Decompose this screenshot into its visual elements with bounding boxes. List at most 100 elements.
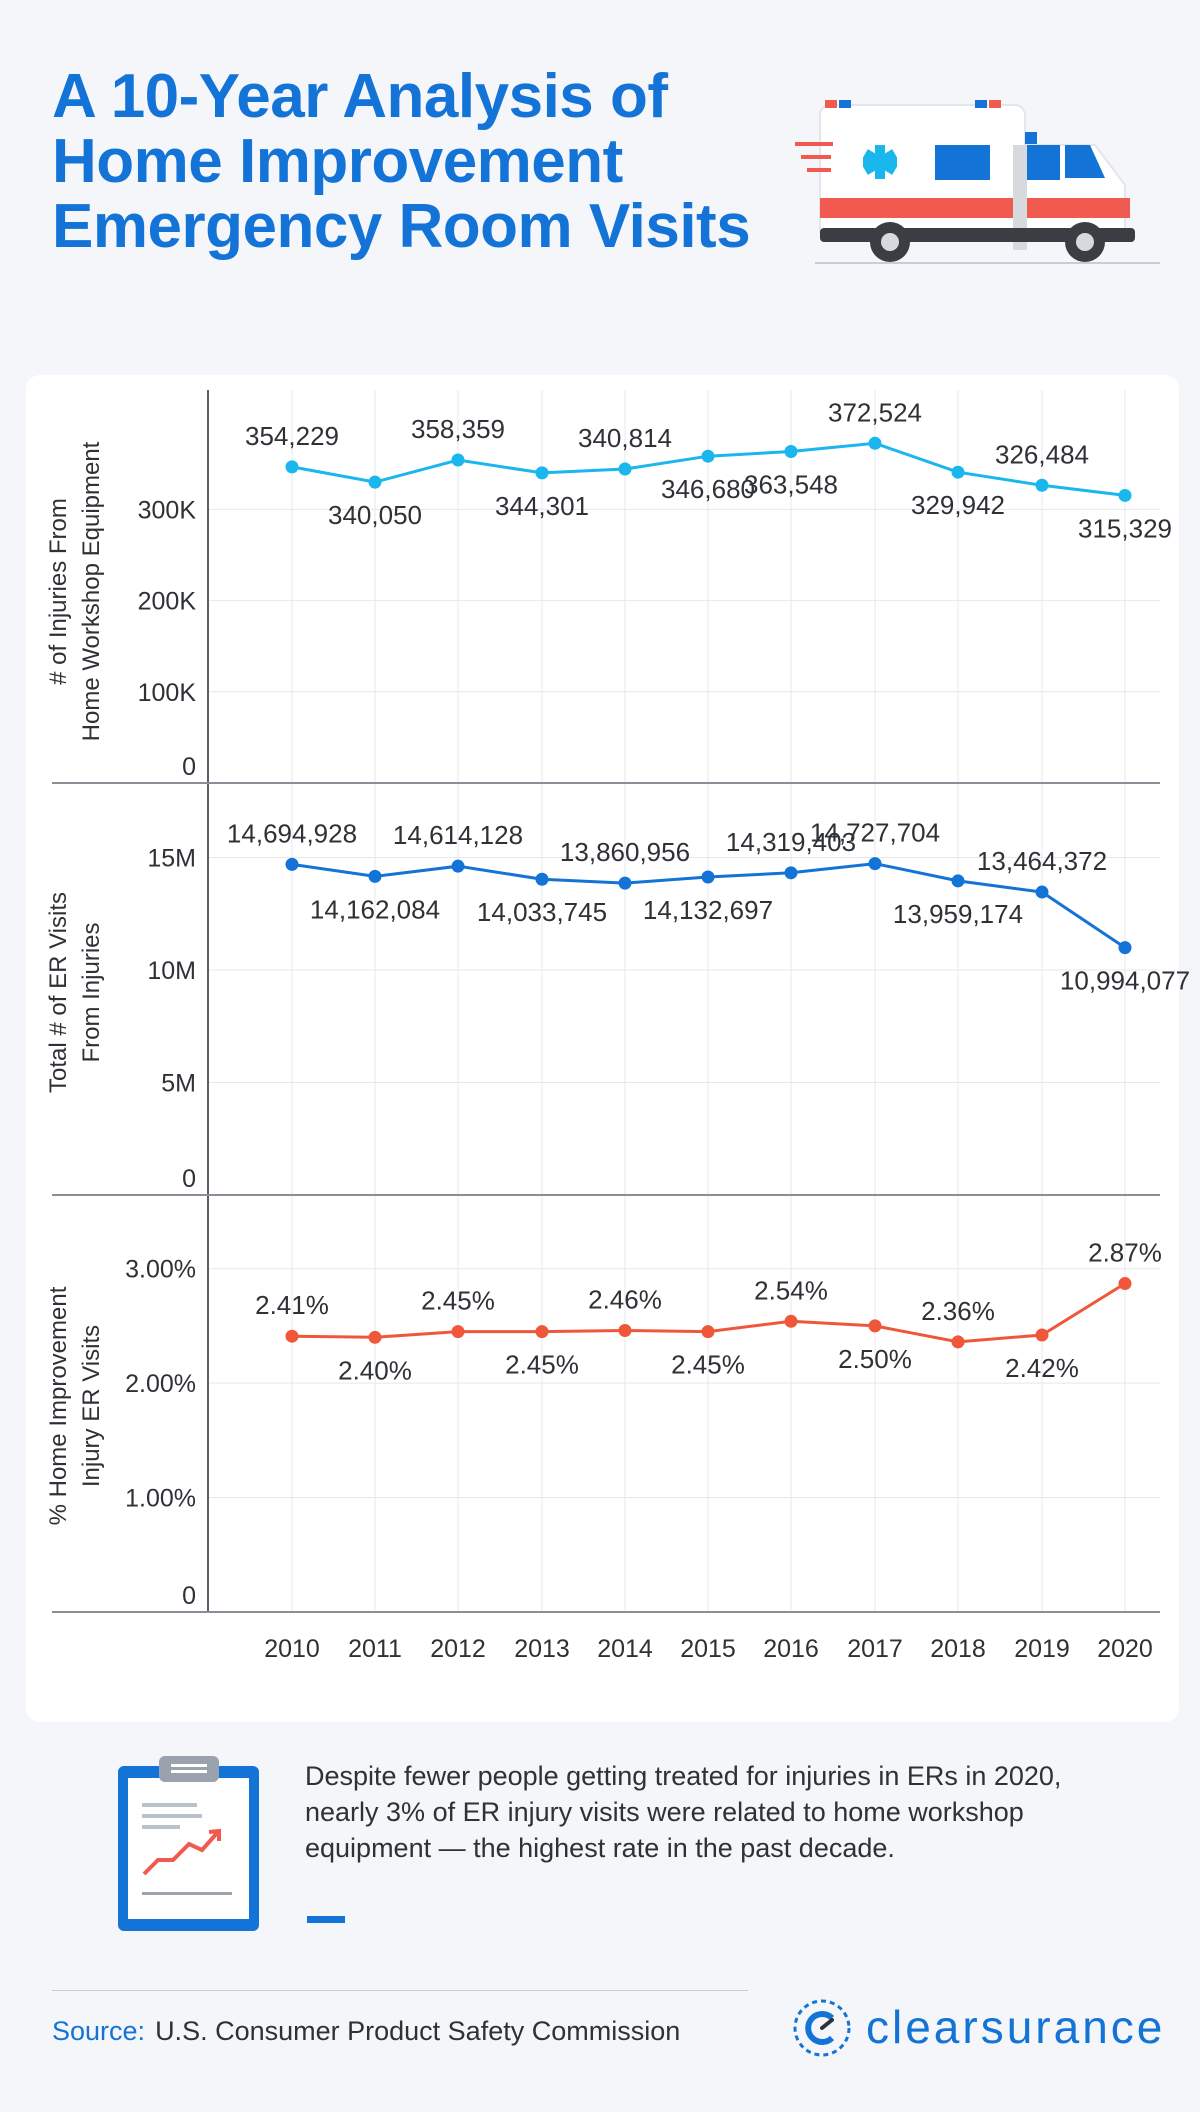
data-label: 14,132,697 xyxy=(643,895,773,925)
clipboard-chart-icon xyxy=(118,1756,259,1931)
data-point xyxy=(451,453,465,467)
data-label: 13,959,174 xyxy=(893,899,1023,929)
y-tick-label: 0 xyxy=(182,1165,196,1193)
data-label: 363,548 xyxy=(744,469,838,499)
data-label: 315,329 xyxy=(1078,513,1172,543)
data-point xyxy=(535,466,549,480)
data-point xyxy=(1118,941,1132,955)
data-point xyxy=(868,436,882,450)
source-text: U.S. Consumer Product Safety Commission xyxy=(155,2016,681,2046)
data-point xyxy=(784,444,798,458)
data-label: 14,694,928 xyxy=(227,818,357,848)
y-tick-label: 15M xyxy=(147,845,196,873)
data-label: 326,484 xyxy=(995,439,1089,469)
page-title: A 10-Year Analysis of Home Improvement E… xyxy=(52,62,751,261)
x-tick-label: 2014 xyxy=(597,1635,653,1663)
speedometer-logo-icon xyxy=(793,1999,851,2057)
y-axis-label: From Injuries xyxy=(78,922,105,1062)
data-label: 346,680 xyxy=(661,474,755,504)
data-point xyxy=(1035,478,1049,492)
data-label: 14,727,704 xyxy=(810,818,940,848)
data-point xyxy=(868,857,882,871)
data-label: 2.42% xyxy=(1005,1353,1079,1383)
data-point xyxy=(285,857,299,871)
data-point xyxy=(701,870,715,884)
y-tick-label: 200K xyxy=(138,588,197,616)
data-label: 14,319,403 xyxy=(726,827,856,857)
x-tick-label: 2010 xyxy=(264,1635,320,1663)
data-label: 344,301 xyxy=(495,491,589,521)
data-point xyxy=(1118,488,1132,502)
data-label: 2.45% xyxy=(671,1350,745,1380)
data-point xyxy=(368,475,382,489)
data-point xyxy=(1035,1328,1049,1342)
data-label: 2.41% xyxy=(255,1290,329,1320)
source-line: Source: U.S. Consumer Product Safety Comm… xyxy=(52,2016,680,2047)
y-axis-label: Total # of ER Visits xyxy=(45,892,72,1093)
y-tick-label: 1.00% xyxy=(125,1485,196,1513)
data-label: 340,050 xyxy=(328,500,422,530)
y-axis-label: # of Injuries From xyxy=(45,498,72,685)
y-tick-label: 10M xyxy=(147,957,196,985)
y-tick-label: 300K xyxy=(138,496,197,524)
data-label: 2.87% xyxy=(1088,1238,1162,1268)
data-point xyxy=(368,1330,382,1344)
data-label: 2.45% xyxy=(421,1286,495,1316)
brand-logo-text: clearsurance xyxy=(866,2001,1166,2053)
data-label: 14,614,128 xyxy=(393,820,523,850)
data-label: 340,814 xyxy=(578,423,672,453)
y-axis-label: Injury ER Visits xyxy=(78,1325,105,1487)
footer-divider xyxy=(52,1990,748,1991)
data-point xyxy=(701,1325,715,1339)
x-tick-label: 2016 xyxy=(763,1635,819,1663)
data-label: 2.40% xyxy=(338,1355,412,1385)
data-label: 13,860,956 xyxy=(560,837,690,867)
x-tick-label: 2013 xyxy=(514,1635,570,1663)
data-label: 354,229 xyxy=(245,421,339,451)
data-label: 372,524 xyxy=(828,397,922,427)
insight-note: Despite fewer people getting treated for… xyxy=(305,1761,1062,1863)
x-tick-label: 2019 xyxy=(1014,1635,1070,1663)
x-tick-label: 2011 xyxy=(348,1635,402,1663)
data-label: 10,994,077 xyxy=(1060,966,1190,996)
chart-1: 0 100K 200K 300K # of Injuries From Home Work… xyxy=(45,397,1172,781)
y-tick-label: 2.00% xyxy=(125,1370,196,1398)
data-label: 2.45% xyxy=(505,1350,579,1380)
x-tick-label: 2017 xyxy=(847,1635,903,1663)
data-label: 2.54% xyxy=(754,1275,828,1305)
data-point xyxy=(951,1335,965,1349)
data-point xyxy=(784,1314,798,1328)
data-label: 358,359 xyxy=(411,414,505,444)
data-point xyxy=(701,449,715,463)
data-point xyxy=(451,859,465,873)
data-point xyxy=(368,869,382,883)
data-label: 2.50% xyxy=(838,1344,912,1374)
x-tick-label: 2018 xyxy=(930,1635,986,1663)
data-point xyxy=(285,460,299,474)
data-label: 2.46% xyxy=(588,1284,662,1314)
y-tick-label: 3.00% xyxy=(125,1256,196,1284)
data-point xyxy=(285,1329,299,1343)
x-tick-label: 2020 xyxy=(1097,1635,1153,1663)
y-tick-label: 0 xyxy=(182,753,196,781)
data-label: 14,033,745 xyxy=(477,897,607,927)
y-axis-label: % Home Improvement xyxy=(45,1286,72,1525)
data-point xyxy=(618,876,632,890)
data-point xyxy=(951,465,965,479)
y-tick-label: 100K xyxy=(138,679,197,707)
data-label: 14,162,084 xyxy=(310,894,440,924)
y-tick-label: 0 xyxy=(182,1582,196,1610)
data-label: 2.36% xyxy=(921,1296,995,1326)
data-point xyxy=(868,1319,882,1333)
data-point xyxy=(451,1325,465,1339)
x-tick-label: 2012 xyxy=(430,1635,486,1663)
data-label: 329,942 xyxy=(911,490,1005,520)
source-label: Source: xyxy=(52,2016,146,2046)
data-point xyxy=(1118,1277,1132,1291)
data-point xyxy=(535,1325,549,1339)
data-point xyxy=(618,462,632,476)
y-axis-label: Home Workshop Equipment xyxy=(78,441,105,741)
data-point xyxy=(784,866,798,880)
data-point xyxy=(951,874,965,888)
chart-2: 0 5M 10M 15M Total # of ER Visits From Injuri… xyxy=(45,818,1190,1193)
